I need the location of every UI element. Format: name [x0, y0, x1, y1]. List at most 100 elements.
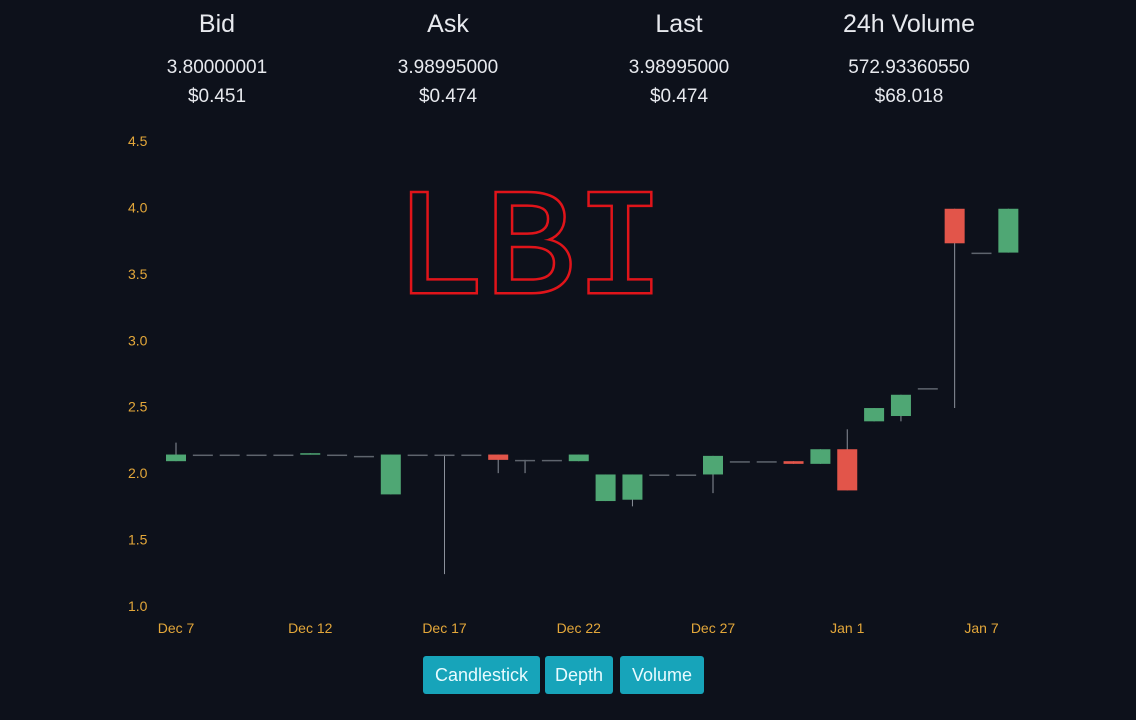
stat-bid-label: Bid	[198, 10, 236, 38]
candle-body	[327, 454, 348, 457]
candle	[622, 474, 643, 507]
stat-volume-usd: $68.018	[874, 86, 944, 107]
stat-24h-volume: 24h Volume 572.93360550 $68.018	[799, 0, 1019, 109]
candle-body	[568, 454, 589, 462]
stat-bid: Bid 3.80000001 $0.451	[107, 0, 327, 109]
stat-ask: Ask 3.98995000 $0.474	[338, 0, 558, 109]
candle	[917, 388, 938, 390]
watermark-text: LBI	[395, 168, 665, 338]
candle	[837, 429, 858, 491]
candle-body	[434, 454, 455, 457]
candle-body	[541, 459, 562, 462]
candle-body	[837, 449, 858, 491]
candle-body	[703, 455, 723, 475]
stat-bid-usd: $0.451	[187, 86, 247, 107]
depth-button[interactable]: Depth	[545, 656, 613, 694]
candle	[273, 454, 294, 457]
candle-body	[353, 455, 374, 458]
stat-volume-value: 572.93360550	[848, 57, 970, 78]
candle-body	[595, 474, 616, 502]
y-tick-label: 1.0	[128, 598, 148, 614]
candle-body	[246, 454, 267, 457]
candlestick-button[interactable]: Candlestick	[423, 656, 540, 694]
candle-body	[917, 388, 938, 390]
x-tick-label: Dec 17	[422, 620, 467, 636]
candle-body	[998, 208, 1019, 253]
y-tick-label: 4.0	[128, 199, 148, 215]
candle	[488, 454, 509, 474]
candle	[246, 454, 267, 457]
candle	[300, 453, 321, 455]
candle-body	[622, 474, 643, 500]
candlestick-chart: 4.54.03.53.02.52.01.51.0 Dec 7 Dec 12 Dec …	[128, 133, 1019, 636]
candle-body	[380, 454, 401, 495]
stat-bid-value: 3.80000001	[166, 57, 268, 78]
candle	[890, 394, 911, 422]
candle	[327, 454, 348, 457]
candle-body	[219, 454, 240, 457]
candle	[944, 208, 965, 409]
candles	[166, 208, 1019, 575]
candle-body	[890, 394, 911, 417]
candle	[864, 408, 885, 422]
y-tick-label: 2.5	[128, 399, 148, 415]
candle	[703, 455, 723, 494]
candle	[407, 454, 428, 457]
candle	[971, 252, 992, 255]
x-tick-label: Jan 7	[964, 620, 998, 636]
x-tick-label: Dec 27	[691, 620, 736, 636]
candle	[729, 461, 750, 463]
candle-body	[971, 252, 992, 255]
candle	[998, 208, 1019, 253]
stat-last-usd: $0.474	[649, 86, 709, 107]
candle-body	[756, 461, 777, 463]
candle	[219, 454, 240, 457]
candle-body	[192, 454, 213, 457]
x-axis: Dec 7 Dec 12 Dec 17 Dec 22 Dec 27 Jan 1 Jan 7	[158, 620, 999, 636]
candle	[783, 461, 804, 464]
x-tick-label: Dec 7	[158, 620, 195, 636]
y-tick-label: 4.5	[128, 133, 148, 149]
candle-body	[944, 208, 965, 244]
stat-volume-label: 24h Volume	[842, 10, 976, 38]
y-tick-label: 3.5	[128, 266, 148, 282]
stat-last: Last 3.98995000 $0.474	[569, 0, 789, 109]
volume-button[interactable]: Volume	[620, 656, 704, 694]
candle	[649, 474, 670, 476]
stat-ask-usd: $0.474	[418, 86, 478, 107]
candle-body	[461, 454, 482, 457]
candle-body	[864, 408, 885, 422]
stat-ask-label: Ask	[427, 10, 469, 38]
candle-body	[273, 454, 294, 457]
candle	[166, 442, 186, 462]
candle	[676, 474, 697, 476]
candle	[353, 455, 374, 458]
candle-body	[488, 454, 509, 460]
candle-body	[729, 461, 750, 463]
stat-last-label: Last	[655, 10, 703, 38]
y-tick-label: 2.0	[128, 465, 148, 481]
candle-body	[515, 459, 536, 462]
x-tick-label: Dec 12	[288, 620, 333, 636]
candle-body	[407, 454, 428, 457]
candle-body	[649, 474, 670, 476]
candle	[515, 459, 536, 474]
candle-body	[166, 454, 186, 462]
candle-body	[783, 461, 804, 464]
candle-body	[676, 474, 697, 476]
candle	[595, 474, 616, 502]
y-axis: 4.5 4.0 3.5 3.0 2.5 2.0 1.5 1.0	[128, 133, 148, 614]
x-tick-label: Dec 22	[557, 620, 602, 636]
candle	[461, 454, 482, 457]
candle	[380, 454, 401, 495]
chart-type-toolbar: Candlestick Depth Volume	[0, 656, 1136, 694]
y-tick-label: 3.0	[128, 332, 148, 348]
stat-last-value: 3.98995000	[628, 57, 730, 78]
stat-ask-value: 3.98995000	[397, 57, 499, 78]
candle	[192, 454, 213, 457]
ticker-stats: Bid 3.80000001 $0.451 Ask 3.98995000 $0.…	[0, 0, 1136, 120]
y-tick-label: 1.5	[128, 532, 148, 548]
candle	[568, 454, 589, 462]
candle	[541, 459, 562, 462]
x-tick-label: Jan 1	[830, 620, 864, 636]
